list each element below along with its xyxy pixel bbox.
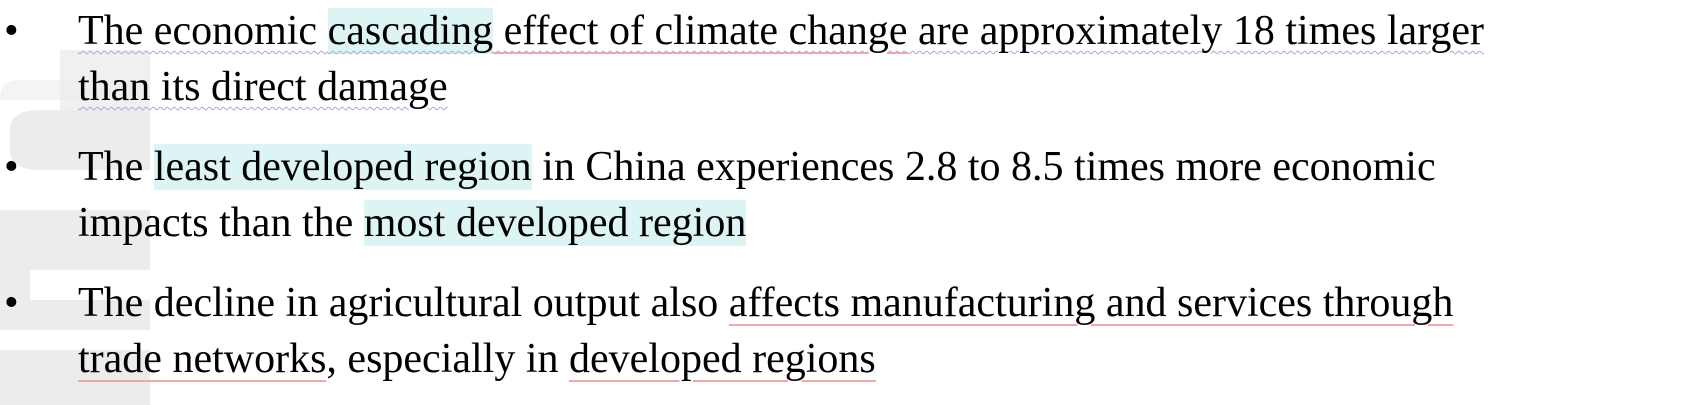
- highlighted-term: least developed region: [153, 144, 532, 190]
- grammar-flagged-phrase: than its direct damage: [78, 64, 448, 110]
- underlined-phrase: effect of climate change: [493, 8, 908, 54]
- bullet-text: The decline in agricultural output also …: [78, 275, 1678, 387]
- text-segment: in China experiences 2.8 to 8.5 times mo…: [531, 144, 1436, 190]
- text-segment: impacts than the: [78, 200, 364, 246]
- underlined-phrase: affects manufacturing and services throu…: [728, 280, 1454, 326]
- text-line: than its direct damage: [78, 59, 1678, 115]
- text-segment: The economic: [78, 8, 328, 54]
- highlighted-term: cascading: [327, 8, 494, 54]
- text-segment: The decline in agricultural output also: [78, 280, 729, 326]
- text-line: impacts than the most developed region: [78, 195, 1678, 251]
- text-line: The decline in agricultural output also …: [78, 275, 1678, 331]
- bullet-text: The economic cascading effect of climate…: [78, 3, 1678, 115]
- bullet-dot: •: [4, 144, 19, 190]
- text-line: trade networks, especially in developed …: [78, 331, 1678, 387]
- underlined-phrase: developed regions: [569, 336, 876, 382]
- text-segment: , especially in: [326, 336, 570, 382]
- text-segment: are approximately 18 times larger: [907, 8, 1484, 54]
- text-line: The economic cascading effect of climate…: [78, 3, 1678, 59]
- grammar-flagged-phrase: The economic cascading effect of climate…: [78, 8, 1484, 54]
- text-segment: The: [78, 144, 154, 190]
- underlined-phrase: trade networks: [78, 336, 327, 382]
- bullet-dot: •: [4, 280, 19, 326]
- bullet-dot: •: [4, 8, 19, 54]
- text-line: The least developed region in China expe…: [78, 139, 1678, 195]
- bullet-text: The least developed region in China expe…: [78, 139, 1678, 251]
- highlighted-term: most developed region: [363, 200, 747, 246]
